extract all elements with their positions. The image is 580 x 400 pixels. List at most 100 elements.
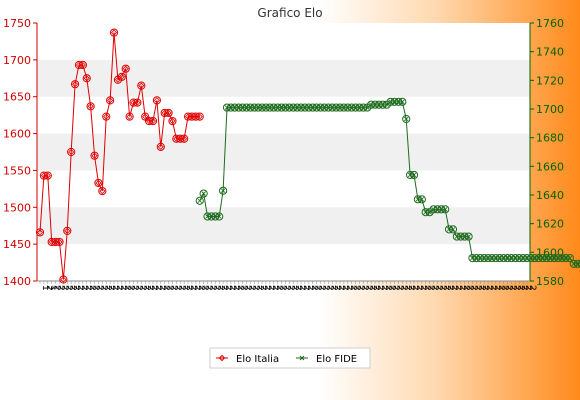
data-point-circle	[577, 260, 580, 268]
x-tick-label: 2	[270, 285, 280, 291]
x-tick-label: 2	[418, 285, 428, 291]
x-tick-label: 2	[476, 285, 486, 291]
data-point-circle	[195, 112, 204, 121]
data-point	[195, 196, 204, 205]
data-point	[55, 237, 64, 247]
data-point	[152, 96, 161, 105]
plot-bands	[37, 23, 530, 281]
x-tick-label: 2	[95, 285, 105, 291]
x-tick-label: 2	[398, 285, 408, 291]
x-tick-label: 2	[110, 285, 120, 291]
x-tick-label: 2	[149, 285, 159, 291]
data-point-diamond	[64, 227, 71, 234]
x-tick-label: 2	[134, 285, 144, 291]
right-tick-label: 1760	[536, 17, 564, 30]
x-tick-label: 2	[208, 285, 218, 291]
data-point	[199, 189, 208, 198]
right-tick-label: 1580	[536, 275, 564, 288]
x-tick-label: 2	[484, 285, 494, 291]
data-point-circle	[78, 60, 87, 70]
legend: Elo Italia Elo FIDE	[209, 347, 371, 369]
data-point-circle	[441, 205, 450, 214]
x-tick-label: 2	[480, 285, 490, 291]
data-point-diamond	[36, 229, 44, 236]
data-point-circle	[125, 112, 134, 121]
x-tick-label: 2	[262, 285, 272, 291]
data-point-diamond	[181, 135, 188, 142]
data-point	[59, 275, 68, 284]
data-point-circle	[215, 212, 224, 221]
x-tick-label: 2	[289, 285, 299, 291]
x-tick-label: 2	[523, 285, 533, 291]
data-point-x	[427, 209, 432, 215]
right-tick-label: 1680	[536, 132, 564, 145]
data-point-circle	[137, 81, 146, 90]
x-tick-label: 2	[75, 285, 85, 291]
plot-band	[37, 207, 530, 245]
x-tick-label: 2	[344, 285, 354, 291]
x-tick-label: 2	[387, 285, 397, 291]
x-tick-label: 2	[430, 285, 440, 291]
data-point-circle	[39, 171, 48, 180]
x-tick-label: 2	[324, 285, 334, 291]
x-tick-label: 2	[59, 285, 69, 291]
data-point-circle	[67, 147, 76, 157]
data-point-circle	[70, 80, 80, 89]
x-tick-label: 2	[258, 285, 268, 291]
x-tick-label: 2	[169, 285, 179, 291]
data-point	[109, 28, 119, 37]
x-tick-label: 2	[126, 285, 136, 291]
data-point-circle	[63, 226, 72, 235]
right-tick-label: 1720	[536, 74, 564, 87]
data-point	[98, 186, 107, 196]
x-tick-label: 2	[348, 285, 358, 291]
data-point-circle	[402, 114, 411, 124]
x-tick-label: 2	[172, 285, 182, 291]
x-tick-label: 2	[445, 285, 455, 291]
x-tick-label: 2	[492, 285, 502, 291]
data-point-circle	[102, 112, 111, 121]
x-tick-label: 2	[328, 285, 338, 291]
data-point-circle	[160, 108, 169, 118]
data-point-circle	[86, 102, 95, 111]
x-tick-label: 2	[215, 285, 225, 291]
data-point-circle	[219, 186, 228, 195]
data-point	[219, 186, 228, 195]
data-point-x	[201, 191, 206, 196]
chart-title: Grafico Elo	[257, 6, 322, 20]
data-point-diamond	[142, 113, 149, 120]
data-point-circle	[133, 98, 142, 107]
x-tick-label: 2	[145, 285, 155, 291]
data-point-circle	[191, 112, 200, 121]
x-tick-label: 2	[515, 285, 525, 291]
data-point-diamond	[79, 61, 86, 69]
x-tick-label: 1	[48, 285, 58, 291]
data-point-diamond	[126, 113, 133, 120]
data-point-x	[567, 255, 573, 261]
data-point	[70, 80, 80, 89]
x-tick-label: 2	[118, 285, 128, 291]
data-point-circle	[117, 72, 126, 81]
data-point-circle	[199, 189, 208, 198]
data-point-circle	[180, 134, 189, 143]
right-tick-label: 1660	[536, 160, 564, 173]
data-point-circle	[106, 96, 115, 105]
series-line	[39, 32, 200, 280]
x-tick-label: 2	[297, 285, 307, 291]
x-tick-label: 2	[301, 285, 311, 291]
data-point	[82, 74, 91, 83]
data-point-diamond	[107, 97, 114, 104]
data-point-x	[442, 207, 448, 212]
data-point	[180, 134, 189, 143]
data-point	[577, 260, 580, 268]
x-tick-label: 2	[102, 285, 112, 291]
data-point-circle	[172, 134, 181, 143]
data-point-diamond	[60, 276, 67, 283]
data-point	[43, 171, 52, 180]
data-point-circle	[417, 195, 426, 204]
data-point-circle	[43, 171, 52, 180]
left-tick-label: 1650	[3, 91, 31, 104]
axes: 1400145015001550160016501700175015801600…	[3, 17, 564, 291]
x-tick-label: 2	[441, 285, 451, 291]
